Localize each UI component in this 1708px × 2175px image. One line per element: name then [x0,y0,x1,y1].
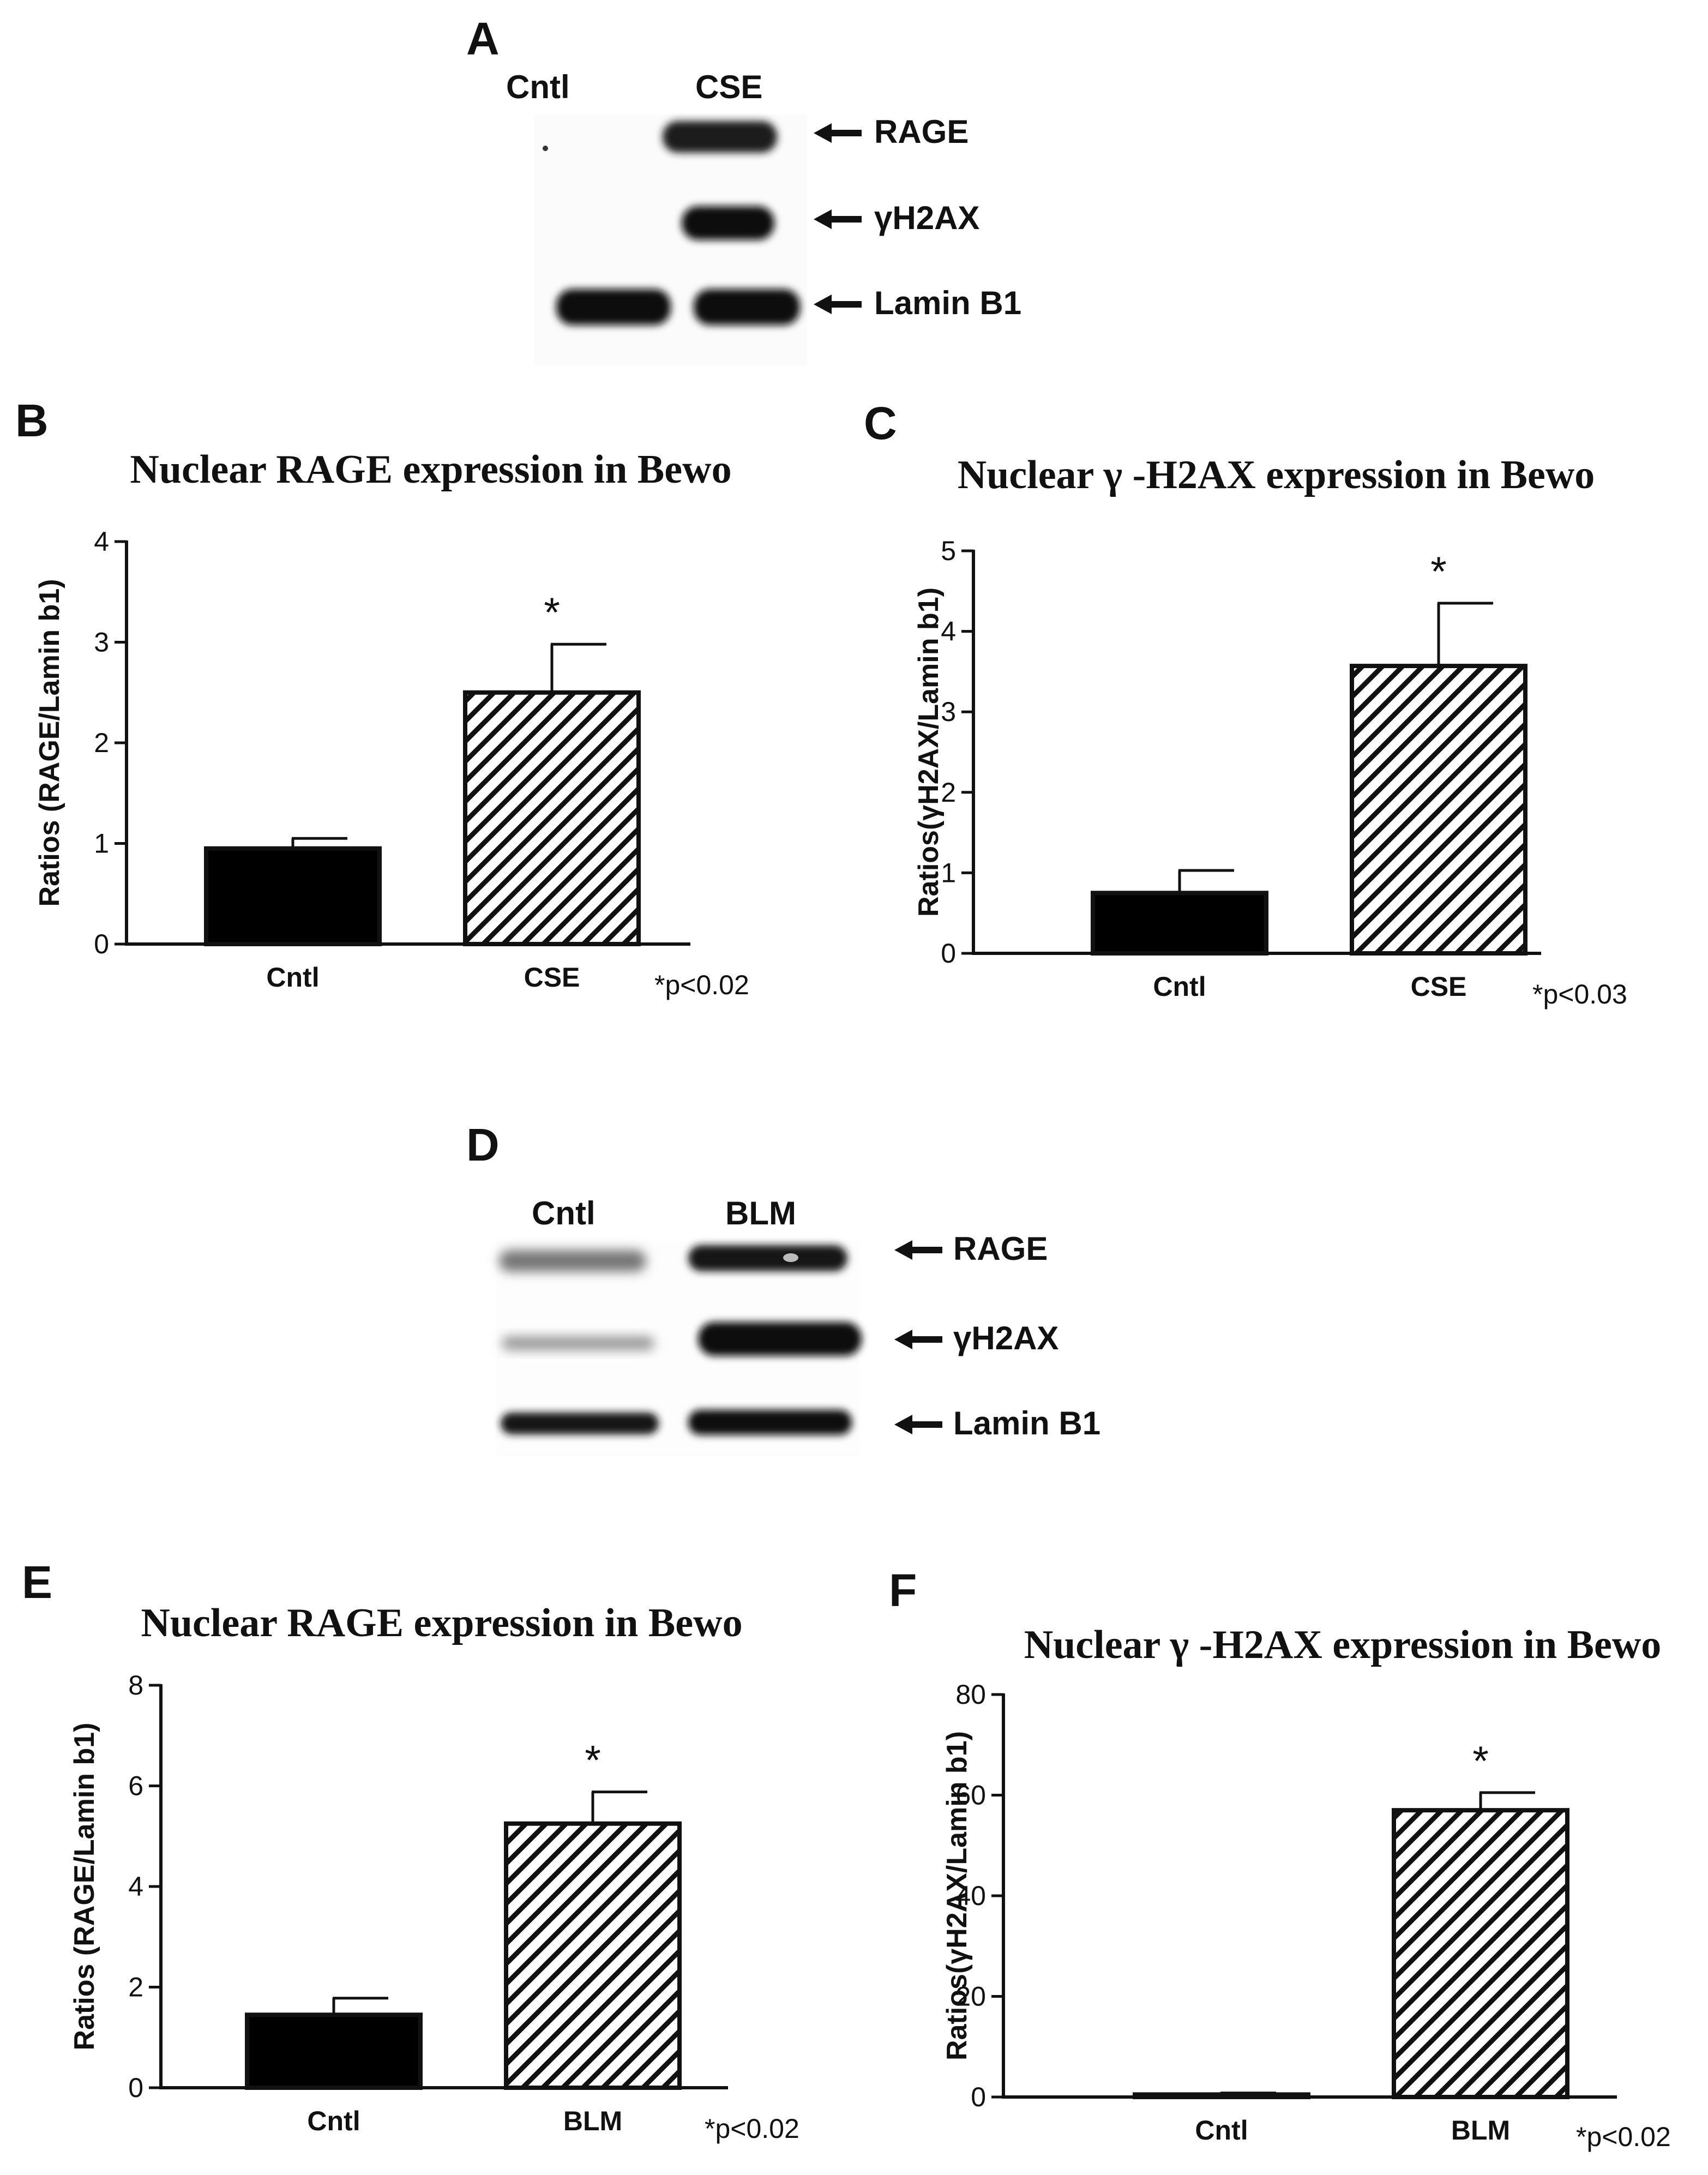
panel-letter-d: D [466,1119,500,1170]
category-label-cntl: Cntl [1153,971,1206,1002]
y-tick-label: 0 [941,938,956,969]
chart-panel-c: C Nuclear γ -H2AX expression in Bewo 0 1 2 3 4… [864,398,1627,1010]
blot-a-band-lamin-cntl [556,289,671,325]
blot-d-image [496,1241,862,1456]
y-axis-label: Ratios(γH2AX/Lamin b1) [941,1731,973,2060]
bar-cse [463,690,641,946]
blot-a-label-h2ax: γH2AX [874,200,979,236]
y-axis-label: Ratios (RAGE/Lamin b1) [69,1723,100,2051]
p-value-note: *p<0.02 [705,2113,799,2144]
bar-cse [1350,664,1527,956]
y-tick-label: 40 [955,1880,986,1911]
y-tick-label: 0 [94,929,109,959]
y-tick-label: 4 [941,616,956,647]
category-label-cse: CSE [1411,971,1467,1002]
panel-letter-f: F [889,1565,917,1616]
y-tick-label: 4 [128,1871,143,1902]
blot-d-band-h2ax-cntl [502,1336,654,1350]
category-label-blm: BLM [1451,2115,1510,2146]
blot-a-band-rage-cse [663,121,777,153]
chart-title: Nuclear γ -H2AX expression in Bewo [1024,1623,1662,1667]
y-tick-label: 1 [94,828,109,859]
y-tick-label: 80 [955,1679,986,1710]
left-arrow-icon [894,1240,942,1260]
blot-a-label-rage: RAGE [874,113,969,150]
significance-star: * [1430,549,1447,595]
blot-a-band-lamin-cse [694,289,800,325]
blot-d-band-rage-cntl [499,1250,646,1272]
blot-d-label-rage: RAGE [953,1230,1048,1267]
category-label-cntl: Cntl [1195,2115,1248,2146]
y-tick-label: 0 [971,2082,986,2112]
panel-letter-e: E [22,1557,52,1608]
blot-panel-a: A Cntl CSE RAGE γH2AX Lamin B1 [466,13,1021,365]
chart-title: Nuclear RAGE expression in Bewo [141,1601,742,1645]
bar-cntl [1133,2092,1310,2099]
bar-cntl [204,846,382,946]
panel-letter-c: C [864,398,897,449]
p-value-note: *p<0.03 [1532,979,1627,1010]
blot-d-band-highlight [783,1253,798,1262]
blot-a-lane-cntl: Cntl [506,69,570,105]
blot-d-band-rage-blm [688,1245,847,1271]
significance-star: * [585,1738,601,1784]
blot-panel-d: D Cntl BLM RAGE γH2AX Lamin B1 [466,1119,1100,1456]
bar-cntl [1091,891,1268,956]
category-label-blm: BLM [563,2106,622,2136]
category-label-cntl: Cntl [266,962,319,993]
blot-a-lane-cse: CSE [695,69,762,105]
category-label-cse: CSE [524,962,580,993]
blot-d-band-lamin-blm [688,1410,852,1435]
left-arrow-icon [814,209,862,229]
y-axis-label: Ratios(γH2AX/Lamin b1) [913,587,945,917]
y-tick-label: 3 [94,627,109,658]
blot-a-image [534,115,807,365]
chart-panel-f: F Nuclear γ -H2AX expression in Bewo 0 20 40… [889,1565,1671,2152]
blot-a-membrane [534,115,807,365]
blot-a-band-h2ax-cse [682,206,774,240]
y-tick-label: 2 [128,1972,143,2003]
bar-blm [504,1821,682,2090]
blot-d-label-h2ax: γH2AX [953,1320,1059,1356]
p-value-note: *p<0.02 [1576,2122,1671,2152]
significance-star: * [544,590,560,636]
left-arrow-icon [814,295,862,314]
panel-letter-a: A [466,13,500,64]
chart-title: Nuclear γ -H2AX expression in Bewo [958,453,1595,497]
p-value-note: *p<0.02 [654,970,749,1000]
chart-title: Nuclear RAGE expression in Bewo [130,447,731,492]
y-tick-label: 20 [955,1981,986,2012]
y-tick-label: 5 [941,536,956,566]
left-arrow-icon [814,123,862,143]
y-tick-label: 60 [955,1780,986,1811]
significance-star: * [1472,1738,1489,1785]
y-axis-label: Ratios (RAGE/Lamin b1) [34,579,65,907]
blot-d-label-lamin: Lamin B1 [953,1405,1100,1441]
y-tick-label: 6 [128,1771,143,1801]
left-arrow-icon [894,1415,942,1434]
category-label-cntl: Cntl [307,2106,360,2136]
blot-d-lane-blm: BLM [725,1195,796,1231]
blot-a-label-lamin: Lamin B1 [874,285,1021,321]
blot-d-lane-cntl: Cntl [532,1195,596,1231]
y-tick-label: 0 [128,2072,143,2103]
bar-cntl [245,2012,423,2090]
blot-d-band-h2ax-blm [698,1322,862,1356]
y-tick-label: 1 [941,857,956,888]
y-tick-label: 2 [941,777,956,808]
left-arrow-icon [894,1330,942,1349]
bar-blm [1392,1808,1569,2100]
y-tick-label: 3 [941,696,956,727]
chart-panel-e: E Nuclear RAGE expression in Bewo 0 2 4 6 8 Rat… [22,1557,799,2144]
panel-letter-b: B [15,395,49,446]
y-tick-label: 2 [94,728,109,758]
y-tick-label: 8 [128,1670,143,1701]
y-tick-label: 4 [94,526,109,557]
chart-panel-b: B Nuclear RAGE expression in Bewo 0 1 2 3 4 Rat… [15,395,749,1000]
blot-a-speck [543,146,548,151]
blot-d-band-lamin-cntl [501,1413,659,1434]
